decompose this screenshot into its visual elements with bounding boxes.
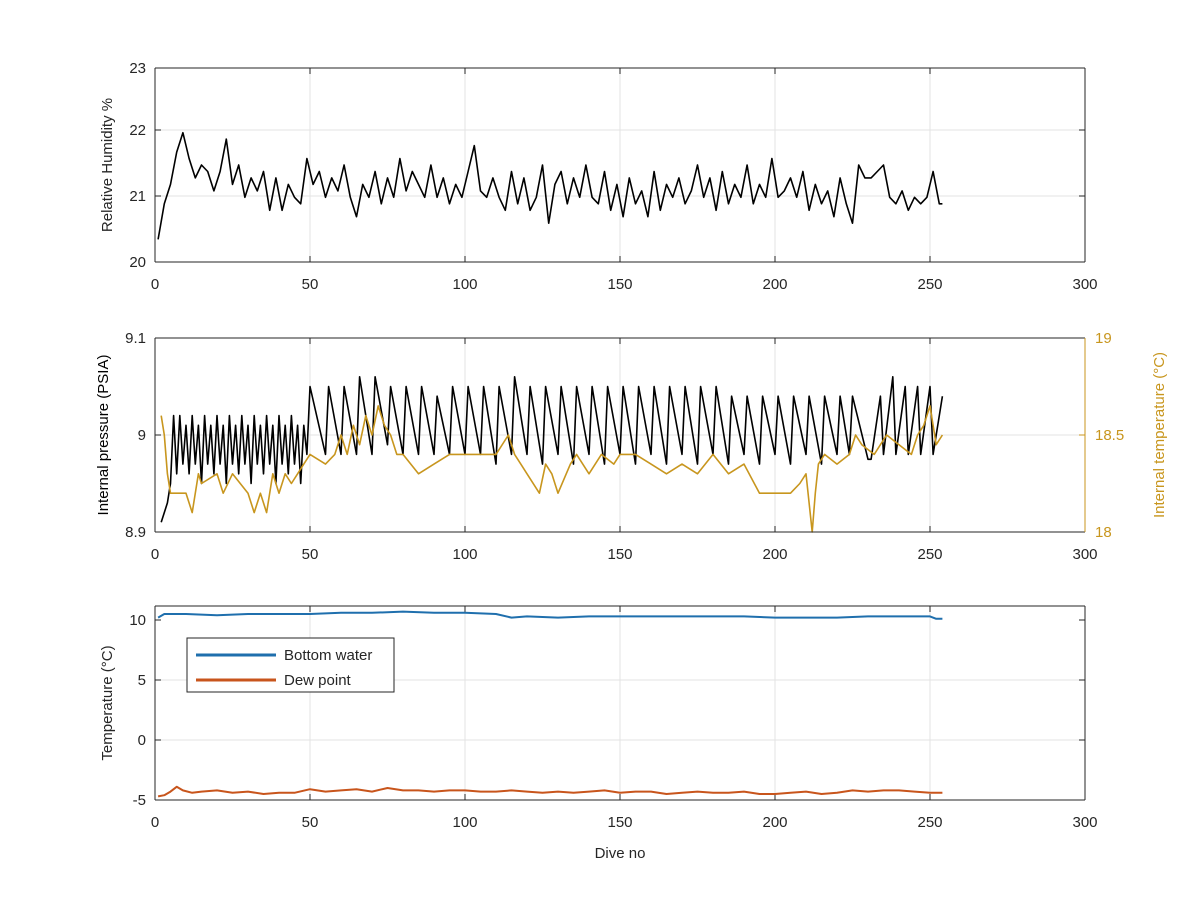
x-tick-label: 50 [302, 546, 319, 563]
y-tick-label: 21 [129, 188, 146, 205]
y2-axis-label: Internal temperature (°C) [1151, 352, 1168, 518]
x-tick-label: 0 [151, 814, 159, 831]
y-axis-label: Relative Humidity % [99, 98, 116, 232]
x-tick-label: 300 [1072, 814, 1097, 831]
x-tick-label: 150 [607, 276, 632, 293]
panel-1: 0 50 100 150 200 250 300 20 21 22 23 Relative Humid… [99, 60, 1098, 293]
series-bottom-water [157, 610, 943, 620]
series-line-1 [160, 375, 944, 523]
y2-tick-label: 18 [1095, 524, 1112, 541]
series-dew-point [157, 785, 943, 798]
y-axis-label: Temperature (°C) [99, 645, 116, 760]
x-tick-label: 100 [452, 546, 477, 563]
x-tick-label: 0 [151, 276, 159, 293]
legend-label: Dew point [284, 672, 352, 689]
x-tick-label: 300 [1072, 546, 1097, 563]
y2-tick-label: 19 [1095, 330, 1112, 347]
x-tick-label: 200 [762, 814, 787, 831]
x-tick-label: 150 [607, 814, 632, 831]
x-tick-label: 200 [762, 546, 787, 563]
x-tick-label: 250 [917, 276, 942, 293]
y-tick-label: 22 [129, 122, 146, 139]
legend-box [186, 637, 395, 693]
x-tick-label: 0 [151, 546, 159, 563]
x-tick-label: 100 [452, 276, 477, 293]
x-tick-label: 250 [917, 814, 942, 831]
y2-tick-label: 18.5 [1095, 427, 1124, 444]
x-tick-label: 50 [302, 814, 319, 831]
x-tick-label: 250 [917, 546, 942, 563]
y-tick-label: 0 [138, 732, 146, 749]
panel-3: 0 50 100 150 200 250 300 -5 0 5 10 Temperature (°C)… [99, 605, 1098, 862]
y-tick-label: -5 [133, 792, 146, 809]
panel-2: 0 50 100 150 200 250 300 8.9 9 9.1 18 18.5 19 Interna… [95, 330, 1168, 563]
x-tick-label: 300 [1072, 276, 1097, 293]
y-tick-label: 8.9 [125, 524, 146, 541]
x-tick-label: 100 [452, 814, 477, 831]
y-tick-label: 5 [138, 672, 146, 689]
y-tick-label: 9.1 [125, 330, 146, 347]
y-tick-label: 9 [138, 427, 146, 444]
y-tick-label: 20 [129, 254, 146, 271]
series-line-1 [157, 131, 943, 240]
x-tick-label: 150 [607, 546, 632, 563]
x-tick-label: 50 [302, 276, 319, 293]
y-tick-label: 23 [129, 60, 146, 77]
y-tick-label: 10 [129, 612, 146, 629]
legend-label: Bottom water [284, 647, 372, 664]
x-tick-label: 200 [762, 276, 787, 293]
series-line-2 [160, 405, 944, 533]
x-axis-label: Dive no [595, 845, 646, 862]
y-axis-label: Internal pressure (PSIA) [95, 355, 112, 516]
legend: Bottom water Dew point [186, 637, 395, 693]
